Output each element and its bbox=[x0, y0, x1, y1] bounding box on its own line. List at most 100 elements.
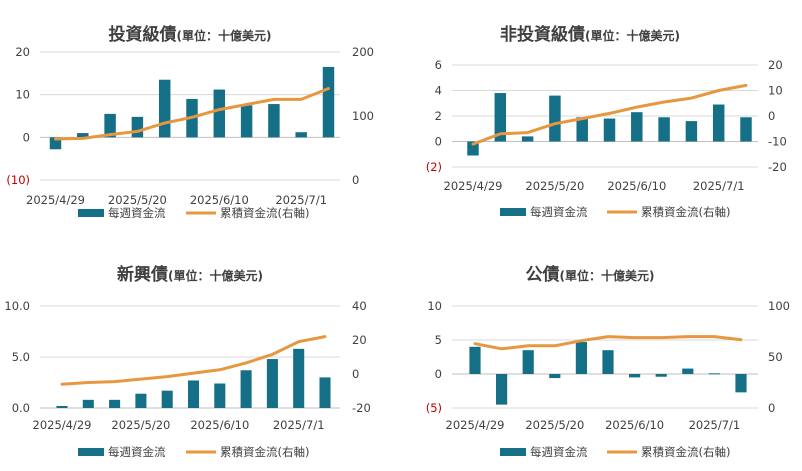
chart-subtitle: (單位：十億美元) bbox=[177, 28, 272, 43]
bar-weekly-flow bbox=[629, 374, 641, 378]
bar-weekly-flow bbox=[319, 377, 331, 408]
x-tick-label: 2025/5/20 bbox=[525, 179, 584, 193]
bar-weekly-flow bbox=[682, 368, 694, 374]
legend-label-weekly: 每週資金流 bbox=[530, 205, 588, 219]
legend-bar-swatch bbox=[500, 208, 526, 216]
left-tick-label: 4 bbox=[435, 84, 442, 98]
x-tick-label: 2025/4/29 bbox=[444, 179, 503, 193]
right-tick-label: 10 bbox=[768, 84, 783, 98]
bar-weekly-flow bbox=[575, 342, 587, 374]
x-tick-label: 2025/5/20 bbox=[108, 193, 167, 207]
left-tick-label: 0 bbox=[435, 135, 442, 149]
bar-weekly-flow bbox=[576, 117, 588, 142]
legend: 每週資金流 累積資金流(右軸) bbox=[78, 445, 309, 459]
bar-weekly-flow bbox=[469, 346, 481, 374]
bar-weekly-flow bbox=[496, 374, 508, 405]
right-tick-label: 0 bbox=[352, 173, 359, 187]
chart-subtitle: (單位：十億美元) bbox=[168, 268, 263, 283]
x-tick-label: 2025/4/29 bbox=[446, 418, 505, 432]
bar-weekly-flow bbox=[521, 136, 534, 142]
line-cumulative-flow bbox=[473, 335, 743, 351]
legend-label-cumulative: 累積資金流(右軸) bbox=[641, 445, 730, 459]
left-tick-label: 0 bbox=[435, 367, 442, 381]
bar-weekly-flow bbox=[735, 374, 747, 393]
line-cumulative-flow bbox=[60, 335, 327, 386]
x-tick-label: 2025/5/20 bbox=[525, 418, 584, 432]
left-tick-label: 20 bbox=[15, 45, 30, 59]
x-tick-label: 2025/7/1 bbox=[689, 418, 741, 432]
bar-weekly-flow bbox=[213, 89, 226, 138]
bar-weekly-flow bbox=[135, 393, 147, 408]
legend: 每週資金流 累積資金流(右軸) bbox=[500, 205, 730, 219]
x-tick-label: 2025/6/10 bbox=[190, 418, 249, 432]
bar-weekly-flow bbox=[293, 348, 305, 408]
right-tick-label: 0 bbox=[768, 401, 775, 415]
left-tick-label: 6 bbox=[435, 58, 442, 72]
bar-weekly-flow bbox=[522, 350, 534, 374]
x-tick-label: 2025/4/29 bbox=[33, 418, 92, 432]
bar-weekly-flow bbox=[658, 117, 670, 142]
right-tick-label: 200 bbox=[352, 45, 374, 59]
left-tick-label: 0 bbox=[23, 130, 30, 144]
bar-weekly-flow bbox=[655, 374, 667, 377]
chart-panel-2: 非投資級債(單位：十億美元)6420(2)20100-10-202025/4/2… bbox=[426, 24, 787, 219]
bar-weekly-flow bbox=[740, 117, 752, 142]
left-tick-label: (2) bbox=[426, 160, 442, 174]
right-tick-label: 50 bbox=[768, 350, 783, 364]
bar-weekly-flow bbox=[549, 95, 561, 142]
right-tick-label: 40 bbox=[352, 299, 367, 313]
right-tick-label: -10 bbox=[768, 135, 787, 149]
chart-title: 公債(單位：十億美元) bbox=[526, 264, 655, 285]
line-cumulative-flow bbox=[471, 83, 748, 146]
legend: 每週資金流 累積資金流(右軸) bbox=[500, 445, 730, 459]
bar-weekly-flow bbox=[322, 66, 335, 138]
legend-bar-swatch bbox=[78, 448, 104, 456]
bar-weekly-flow bbox=[240, 105, 253, 138]
left-tick-label: 2 bbox=[435, 109, 442, 123]
left-tick-label: 10 bbox=[427, 299, 442, 313]
bar-weekly-flow bbox=[158, 79, 171, 138]
legend-label-cumulative: 累積資金流(右軸) bbox=[641, 205, 730, 219]
bar-weekly-flow bbox=[549, 374, 561, 379]
left-tick-label: (10) bbox=[6, 173, 30, 187]
legend-label-weekly: 每週資金流 bbox=[530, 445, 588, 459]
chart-subtitle: (單位：十億美元) bbox=[585, 28, 680, 43]
bar-weekly-flow bbox=[295, 132, 307, 138]
x-tick-label: 2025/5/20 bbox=[111, 418, 170, 432]
right-tick-label: 0 bbox=[768, 109, 775, 123]
right-tick-label: 100 bbox=[352, 109, 374, 123]
bar-weekly-flow bbox=[712, 104, 725, 142]
left-tick-label: 10 bbox=[15, 88, 30, 102]
left-tick-label: 10.0 bbox=[4, 299, 30, 313]
bar-weekly-flow bbox=[187, 380, 200, 408]
bar-weekly-flow bbox=[467, 141, 479, 156]
line-cumulative-flow bbox=[54, 87, 330, 141]
bar-weekly-flow bbox=[603, 118, 616, 142]
x-tick-label: 2025/7/1 bbox=[273, 418, 325, 432]
x-tick-label: 2025/6/10 bbox=[605, 418, 664, 432]
right-tick-label: -20 bbox=[768, 160, 787, 174]
left-tick-label: 0.0 bbox=[12, 401, 30, 415]
bar-weekly-flow bbox=[240, 370, 252, 408]
x-tick-label: 2025/6/10 bbox=[190, 193, 249, 207]
chart-title: 非投資級債(單位：十億美元) bbox=[500, 24, 680, 45]
x-tick-label: 2025/4/29 bbox=[26, 193, 85, 207]
bar-weekly-flow bbox=[82, 399, 94, 408]
right-tick-label: 100 bbox=[768, 299, 790, 313]
bar-weekly-flow bbox=[708, 373, 720, 375]
right-tick-label: -20 bbox=[352, 401, 371, 415]
bar-weekly-flow bbox=[56, 405, 68, 408]
bar-weekly-flow bbox=[161, 390, 173, 408]
bar-weekly-flow bbox=[104, 113, 116, 138]
legend-bar-swatch bbox=[500, 448, 526, 456]
chart-title: 新興債(單位：十億美元) bbox=[117, 264, 263, 285]
bar-weekly-flow bbox=[131, 116, 144, 138]
bar-weekly-flow bbox=[602, 350, 614, 374]
bar-weekly-flow bbox=[49, 137, 62, 150]
bar-weekly-flow bbox=[268, 104, 280, 138]
chart-panel-3: 新興債(單位：十億美元) 10.0 5.0 0.0 40 20 0 -20 2025/4/29 2… bbox=[4, 264, 370, 459]
bar-weekly-flow bbox=[266, 359, 278, 408]
